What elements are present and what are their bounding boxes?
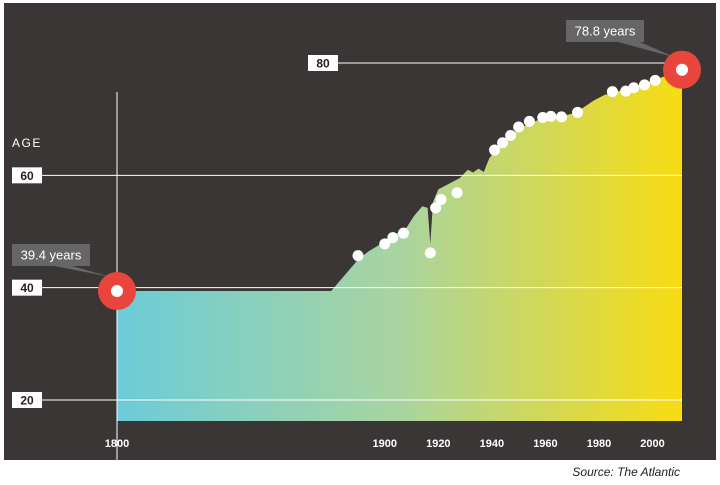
data-point-1966 xyxy=(556,111,568,123)
data-point-1944 xyxy=(497,137,509,149)
data-point-1903 xyxy=(387,232,399,244)
x-tick-label-1800: 1800 xyxy=(105,438,129,450)
data-point-1907 xyxy=(398,227,410,239)
life-expectancy-area xyxy=(117,69,682,421)
y-tick-labels: 20 40 60 80 xyxy=(12,55,338,408)
x-tick-label-1940: 1940 xyxy=(480,438,504,450)
data-point-1917 xyxy=(424,247,436,259)
highlight-1800: 39.4 years xyxy=(12,244,136,311)
data-point-1947 xyxy=(505,129,517,141)
callout-label: 78.8 years xyxy=(575,24,636,39)
x-tick-label-1980: 1980 xyxy=(587,438,611,450)
data-point-1900 xyxy=(379,238,391,250)
y-tick-label-80: 80 xyxy=(316,57,330,71)
y-tick-box-80 xyxy=(308,55,338,71)
callout-pointer xyxy=(54,266,111,278)
data-point-1997 xyxy=(639,79,651,91)
x-tick-label-1900: 1900 xyxy=(373,438,397,450)
y-tick-label-60: 60 xyxy=(20,169,34,183)
x-tick-label-1920: 1920 xyxy=(426,438,450,450)
callout-pointer xyxy=(618,42,676,58)
highlight-2011: 78.8 years xyxy=(566,20,701,89)
x-tick-label-1960: 1960 xyxy=(533,438,557,450)
highlight-dot xyxy=(111,285,123,298)
data-point-1950 xyxy=(513,121,525,133)
y-tick-label-40: 40 xyxy=(20,281,34,295)
callout-box xyxy=(12,244,90,266)
data-point-1890 xyxy=(352,250,364,262)
data-markers xyxy=(352,74,661,262)
x-tick-label-2000: 2000 xyxy=(640,438,664,450)
y-tick-box-20 xyxy=(12,392,42,408)
data-point-1941 xyxy=(489,144,501,156)
y-tick-box-40 xyxy=(12,279,42,296)
data-point-1927 xyxy=(451,187,463,199)
data-point-1959 xyxy=(537,111,549,123)
data-point-1985 xyxy=(606,86,618,98)
callout-label: 39.4 years xyxy=(21,248,82,263)
data-point-1993 xyxy=(628,82,640,94)
callout-box xyxy=(566,20,644,42)
y-axis-label: AGE xyxy=(12,136,42,150)
y-tick-box-60 xyxy=(12,167,42,184)
data-point-2001 xyxy=(649,74,661,86)
y-tick-label-20: 20 xyxy=(20,394,34,408)
data-point-1972 xyxy=(572,106,584,118)
data-point-1954 xyxy=(523,115,535,127)
highlight-markers: 39.4 years 78.8 years xyxy=(12,20,701,311)
highlight-dot xyxy=(676,63,688,76)
data-point-1919 xyxy=(430,202,442,214)
x-tick-labels: 1800 1900 1920 1940 1960 1980 2000 xyxy=(105,438,665,450)
source-caption: Source: The Atlantic xyxy=(572,465,680,479)
data-point-1921 xyxy=(435,193,447,205)
data-point-1962 xyxy=(545,110,557,122)
